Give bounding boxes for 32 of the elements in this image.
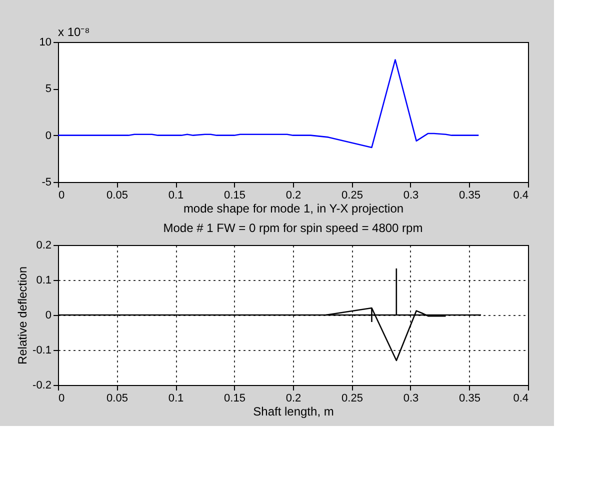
chart-title: Mode # 1 FW = 0 rpm for spin speed = 4800 rpm (163, 221, 423, 235)
y-tick-label: 5 (45, 83, 52, 96)
x-tick-label: 0.2 (286, 190, 302, 202)
y-tick-label: 0.1 (36, 274, 52, 286)
x-tick-label: 0.1 (168, 190, 184, 202)
x-axis-title: Shaft length, m (253, 404, 334, 418)
y-tick-label: 0 (45, 310, 52, 322)
x-tick-label: 0.35 (459, 392, 480, 404)
x-axis-title: mode shape for mode 1, in Y-X projection (183, 202, 404, 216)
x-tick-label: 0.15 (224, 190, 246, 202)
x-tick-label: 0.4 (513, 190, 528, 202)
y-tick-label: 0.2 (36, 240, 52, 252)
x-tick-label: 0.3 (403, 190, 419, 202)
text: x 10⁻⁸ (58, 25, 90, 39)
x-tick-label: 0.4 (513, 392, 528, 404)
y-tick-label: 0 (45, 130, 52, 142)
x-tick-label: 0.1 (168, 392, 184, 404)
x-tick-label: 0.25 (342, 392, 363, 404)
x-tick-label: 0.05 (106, 392, 128, 404)
y-tick-label: -0.1 (32, 344, 52, 356)
y-tick-label: 10 (39, 36, 52, 48)
y-tick-label: -5 (42, 176, 52, 188)
x-tick-label: 0.3 (403, 392, 419, 404)
x-tick-label: 0.2 (286, 392, 302, 404)
x-tick-label: 0.15 (224, 392, 246, 404)
x-tick-label: 0 (58, 190, 65, 202)
x-tick-label: 0 (58, 392, 65, 404)
y-axis-title: Relative deflection (16, 266, 30, 365)
x-tick-label: 0.05 (106, 190, 128, 202)
x-tick-label: 0.35 (459, 190, 480, 202)
y-tick-label: -0.2 (32, 380, 52, 392)
x-tick-label: 0.25 (342, 190, 363, 202)
